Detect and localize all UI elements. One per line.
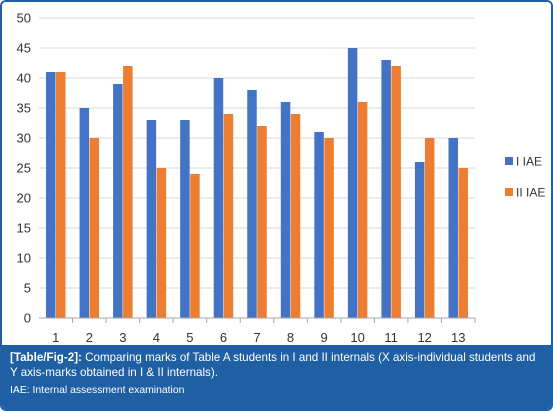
bar-ii-iae <box>424 138 435 318</box>
bar-ii-iae <box>290 114 301 318</box>
legend: I IAE II IAE <box>505 155 545 200</box>
y-tick-label: 0 <box>24 311 31 326</box>
bar-ii-iae <box>123 66 133 318</box>
x-tick-label: 4 <box>153 330 160 345</box>
bar-ii-iae <box>156 168 167 318</box>
bar-i-iae <box>347 48 358 318</box>
y-tick-label: 10 <box>17 251 31 266</box>
gridlines <box>39 17 475 319</box>
bar-ii-iae <box>324 138 334 318</box>
x-tick-label: 5 <box>186 330 193 345</box>
caption-label: [Table/Fig-2]: <box>10 351 82 364</box>
y-tick-label: 15 <box>17 221 31 236</box>
bar-i-iae <box>314 132 324 318</box>
x-tick-label: 2 <box>86 330 93 345</box>
y-tick-label: 35 <box>17 101 31 116</box>
bar-i-iae <box>414 162 425 318</box>
x-tick-label: 6 <box>220 330 227 345</box>
legend-label: II IAE <box>516 186 545 200</box>
x-tick-label: 10 <box>350 330 364 345</box>
bar-ii-iae <box>223 114 234 318</box>
caption-body: Comparing marks of Table A students in I… <box>10 351 536 379</box>
bar-i-iae <box>46 72 56 318</box>
y-tick-label: 30 <box>17 131 31 146</box>
chart-area: 0 5 10 15 20 25 30 35 40 45 50 1 2 3 4 5 6 7 8 9 10 11 12 13 I … <box>2 2 551 345</box>
caption-note: IAE: Internal assessment examination <box>10 385 185 396</box>
bar-i-iae <box>180 120 190 318</box>
y-tick-label: 25 <box>17 161 31 176</box>
bar-ii-iae <box>458 168 468 318</box>
x-tick-label: 1 <box>52 330 59 345</box>
x-tick-label: 8 <box>287 330 294 345</box>
legend-swatch <box>505 157 513 165</box>
legend-swatch <box>505 188 513 196</box>
bar-ii-iae <box>357 102 368 318</box>
y-tick-label: 5 <box>24 281 31 296</box>
y-tick-label: 50 <box>17 11 31 26</box>
bar-ii-iae <box>257 126 267 318</box>
x-tick-label: 12 <box>417 330 431 345</box>
legend-label: I IAE <box>516 155 542 169</box>
bar-i-iae <box>113 84 123 318</box>
x-tick-label: 3 <box>119 330 126 345</box>
caption-text: [Table/Fig-2]: Comparing marks of Table … <box>10 350 543 380</box>
bar-i-iae <box>280 102 291 318</box>
bar-ii-iae <box>391 66 401 318</box>
bar-i-iae <box>381 60 391 318</box>
x-tick-label: 11 <box>384 330 398 345</box>
y-tick-label: 20 <box>17 191 31 206</box>
bar-ii-iae <box>89 138 100 318</box>
figure-caption: [Table/Fig-2]: Comparing marks of Table … <box>2 345 551 409</box>
x-tick-label: 13 <box>451 330 465 345</box>
bar-i-iae <box>146 120 157 318</box>
y-tick-label: 45 <box>17 41 31 56</box>
x-tick-label: 9 <box>320 330 327 345</box>
bar-ii-iae <box>56 72 66 318</box>
bar-i-iae <box>448 138 458 318</box>
bars <box>46 48 468 318</box>
bar-i-iae <box>79 108 90 318</box>
x-tick-label: 7 <box>253 330 260 345</box>
y-tick-label: 40 <box>17 71 31 86</box>
bar-i-iae <box>213 78 224 318</box>
bar-ii-iae <box>190 174 200 318</box>
bar-i-iae <box>247 90 257 318</box>
